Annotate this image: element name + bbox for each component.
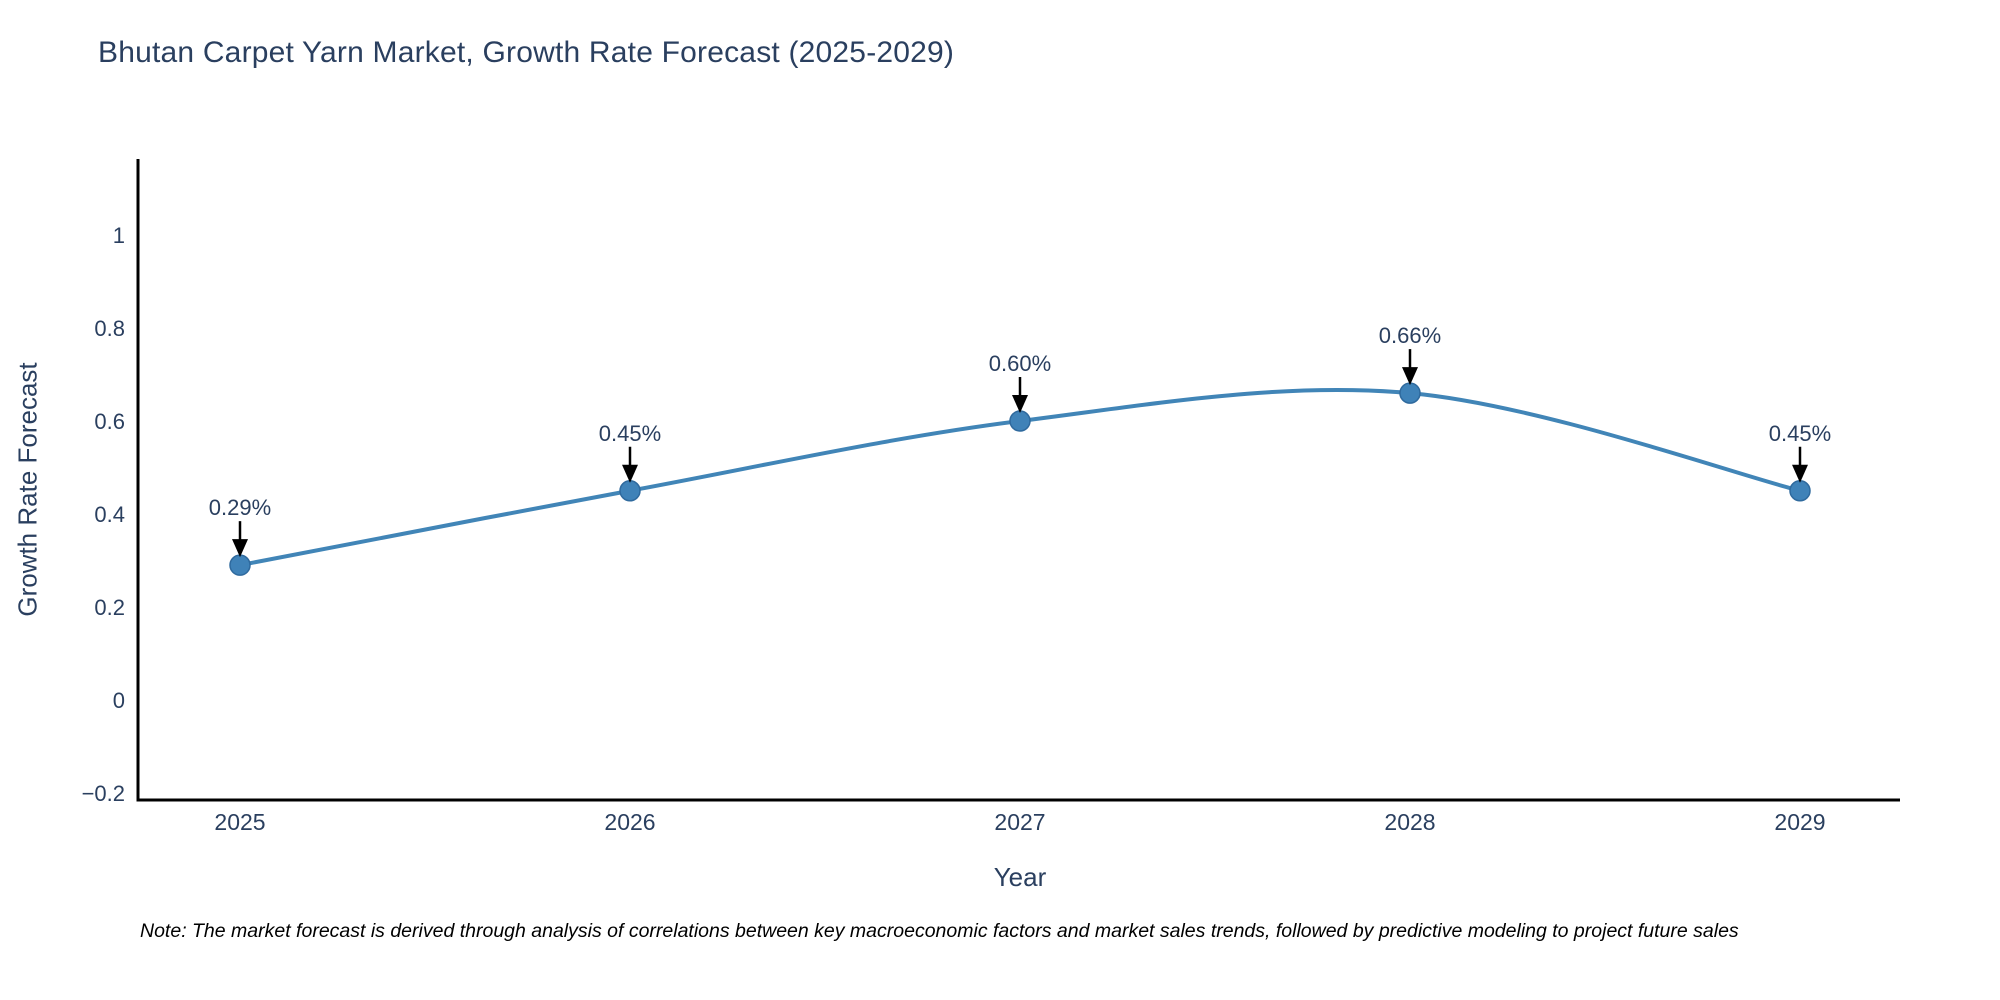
data-point-label: 0.45% — [599, 421, 661, 446]
x-tick-label: 2028 — [1384, 809, 1435, 835]
data-point-label: 0.29% — [209, 495, 271, 520]
y-tick-label: 0.2 — [94, 595, 125, 620]
data-point-label: 0.45% — [1769, 421, 1831, 446]
y-tick-label: 0 — [113, 688, 125, 713]
y-tick-label: 0.6 — [94, 409, 125, 434]
data-point-marker — [1399, 382, 1421, 404]
y-tick-label: 0.4 — [94, 502, 125, 527]
chart-title: Bhutan Carpet Yarn Market, Growth Rate F… — [98, 36, 955, 69]
data-point-marker — [229, 554, 251, 576]
y-tick-label: 1 — [113, 223, 125, 248]
annotation-arrowhead — [1792, 464, 1808, 483]
x-tick-label: 2026 — [604, 809, 655, 835]
annotation-arrowhead — [622, 464, 638, 483]
annotation-arrowhead — [1012, 395, 1028, 413]
y-tick-label: 0.8 — [94, 316, 125, 341]
annotation-arrowhead — [232, 539, 248, 558]
x-axis-title: Year — [993, 862, 1047, 892]
x-tick-label: 2027 — [994, 809, 1045, 835]
footnote: Note: The market forecast is derived thr… — [140, 920, 1739, 942]
annotation-arrowhead — [1402, 367, 1418, 386]
x-tick-label: 2025 — [214, 809, 265, 835]
data-point-marker — [1789, 480, 1811, 502]
x-tick-label: 2029 — [1774, 809, 1825, 835]
data-point-label: 0.66% — [1379, 323, 1441, 348]
data-point-label: 0.60% — [989, 351, 1051, 376]
data-point-marker — [1009, 410, 1031, 432]
data-point-marker — [619, 480, 641, 502]
y-tick-label: −0.2 — [82, 781, 125, 806]
